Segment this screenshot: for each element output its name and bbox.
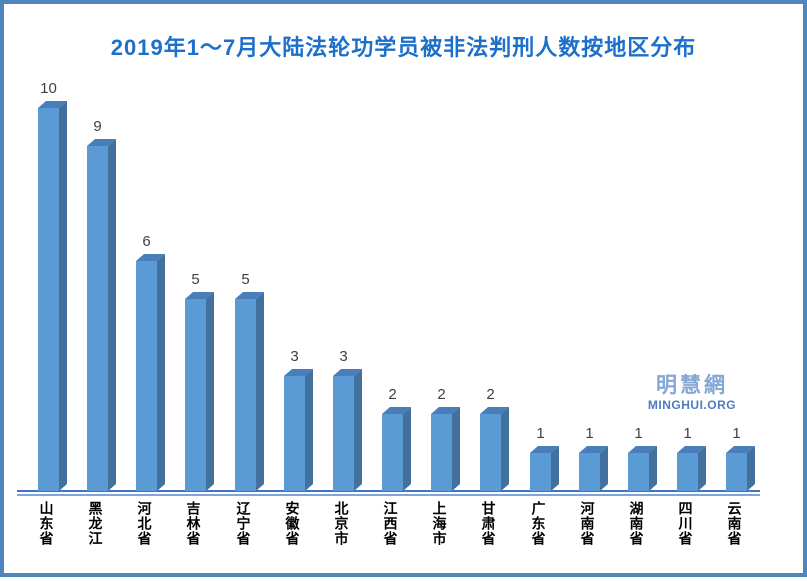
- bar-top-face: [235, 292, 264, 299]
- bar-top-face: [628, 446, 657, 453]
- bar-top-face: [136, 254, 165, 261]
- bar: [185, 292, 214, 491]
- bar-front-face: [677, 453, 698, 491]
- bar: [677, 446, 706, 491]
- bar: [382, 407, 411, 491]
- bar-side-face: [256, 292, 264, 491]
- bar-value-label: 1: [536, 425, 545, 442]
- category-label: 湖南省: [628, 501, 645, 546]
- category-label: 云南省: [726, 501, 743, 546]
- category-label: 辽宁省: [235, 501, 252, 546]
- x-axis-line-shadow: [17, 494, 760, 496]
- bar-front-face: [136, 261, 157, 491]
- watermark-site-text: MINGHUI.ORG: [647, 398, 737, 412]
- bar-value-label: 3: [339, 348, 348, 365]
- bar-top-face: [87, 139, 116, 146]
- bar-value-label: 1: [683, 425, 692, 442]
- bar: [38, 101, 67, 491]
- x-axis-line: [17, 490, 760, 492]
- bar-front-face: [284, 376, 305, 491]
- bar: [579, 446, 608, 491]
- bar-side-face: [403, 407, 411, 491]
- watermark: 明慧網 MINGHUI.ORG: [644, 374, 740, 412]
- bar-top-face: [38, 101, 67, 108]
- bar-value-label: 9: [93, 118, 102, 135]
- bar-front-face: [480, 414, 501, 491]
- bar-side-face: [206, 292, 214, 491]
- bar: [530, 446, 559, 491]
- bar-value-label: 2: [388, 386, 397, 403]
- category-label: 河南省: [579, 501, 596, 546]
- bar-front-face: [185, 299, 206, 491]
- bar-value-label: 10: [40, 80, 57, 97]
- bar-value-label: 1: [732, 425, 741, 442]
- bar-top-face: [677, 446, 706, 453]
- bar-side-face: [600, 446, 608, 491]
- bar-top-face: [185, 292, 214, 299]
- bar-side-face: [747, 446, 755, 491]
- bar-front-face: [628, 453, 649, 491]
- bar: [726, 446, 755, 491]
- plot-area: 10 山东省 9 黑龙江 6 河北省 5 吉林省 5 辽宁省 3 安徽省 3 北京市 2 江西省 2 上海市 2 甘肃…: [4, 4, 807, 581]
- category-label: 安徽省: [284, 501, 301, 546]
- category-label: 江西省: [382, 501, 399, 546]
- bar-front-face: [530, 453, 551, 491]
- bar-side-face: [698, 446, 706, 491]
- bar: [87, 139, 116, 491]
- bar-value-label: 6: [142, 233, 151, 250]
- bar-value-label: 1: [634, 425, 643, 442]
- bar: [628, 446, 657, 491]
- chart-title: 2019年1～7月大陆法轮功学员被非法判刑人数按地区分布: [110, 35, 697, 60]
- bar: [431, 407, 460, 491]
- bar-side-face: [108, 139, 116, 491]
- bar-top-face: [382, 407, 411, 414]
- bar-side-face: [354, 369, 362, 491]
- bar-value-label: 5: [191, 271, 200, 288]
- bar-value-label: 2: [437, 386, 446, 403]
- category-label: 四川省: [677, 501, 694, 546]
- bar-top-face: [480, 407, 509, 414]
- bar-value-label: 1: [585, 425, 594, 442]
- bar-value-label: 2: [486, 386, 495, 403]
- bar-side-face: [649, 446, 657, 491]
- bar-value-label: 5: [241, 271, 250, 288]
- bar-top-face: [530, 446, 559, 453]
- bar-side-face: [305, 369, 313, 491]
- watermark-chinese-text: 明慧網: [656, 374, 728, 397]
- category-label: 黑龙江: [87, 501, 104, 546]
- bar-front-face: [579, 453, 600, 491]
- bar-side-face: [501, 407, 509, 491]
- bar: [235, 292, 264, 491]
- bar-top-face: [579, 446, 608, 453]
- bar-side-face: [551, 446, 559, 491]
- bar: [333, 369, 362, 491]
- bar-value-label: 3: [290, 348, 299, 365]
- category-label: 上海市: [431, 501, 448, 546]
- bar-front-face: [87, 146, 108, 491]
- bar-front-face: [431, 414, 452, 491]
- bar-top-face: [333, 369, 362, 376]
- bar-top-face: [726, 446, 755, 453]
- bar-front-face: [726, 453, 747, 491]
- bar-front-face: [382, 414, 403, 491]
- bar-top-face: [431, 407, 460, 414]
- bar-front-face: [38, 108, 59, 491]
- bar: [136, 254, 165, 491]
- category-label: 山东省: [38, 501, 55, 546]
- category-label: 河北省: [136, 501, 153, 546]
- bar: [284, 369, 313, 491]
- bar-front-face: [333, 376, 354, 491]
- category-label: 甘肃省: [480, 501, 497, 546]
- bar-side-face: [452, 407, 460, 491]
- category-label: 北京市: [333, 501, 350, 546]
- bar: [480, 407, 509, 491]
- category-label: 广东省: [530, 501, 547, 546]
- bar-top-face: [284, 369, 313, 376]
- category-label: 吉林省: [185, 501, 202, 546]
- bar-front-face: [235, 299, 256, 491]
- bar-side-face: [59, 101, 67, 491]
- bar-side-face: [157, 254, 165, 491]
